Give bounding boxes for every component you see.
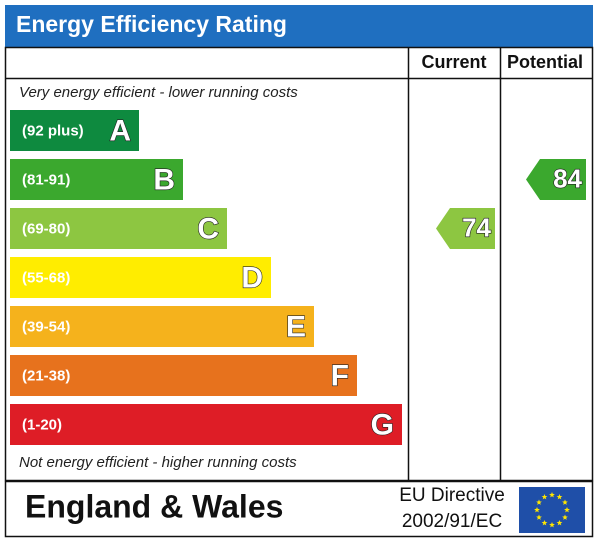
flag-star xyxy=(564,507,570,513)
column-header: Current xyxy=(421,52,486,72)
footer-region: England & Wales xyxy=(25,488,283,524)
body-frame xyxy=(4,46,594,482)
band-range: (1-20) xyxy=(22,416,62,433)
band-letter: G xyxy=(371,408,394,441)
band xyxy=(10,257,271,298)
flag-star xyxy=(562,499,568,505)
eu-stars xyxy=(534,492,570,528)
rating-value: 74 xyxy=(462,212,491,242)
flag-star xyxy=(541,494,548,500)
band-range: (92 plus) xyxy=(22,122,84,139)
band-range: (69-80) xyxy=(22,220,70,237)
band-letter: B xyxy=(153,163,175,196)
chart-title: Energy Efficiency Rating xyxy=(16,11,287,37)
band xyxy=(10,404,402,445)
flag-star xyxy=(549,522,555,528)
band-range: (21-38) xyxy=(22,367,70,384)
title-bar xyxy=(5,5,593,47)
band-range: (39-54) xyxy=(22,318,70,335)
band-letter: D xyxy=(241,261,263,294)
flag-star xyxy=(556,494,563,500)
rating-arrow xyxy=(526,159,586,200)
band-letter: F xyxy=(331,359,349,392)
flag-star xyxy=(562,514,568,520)
flag-star xyxy=(534,507,540,513)
flag-star xyxy=(549,492,555,498)
directive: 2002/91/EC xyxy=(402,511,502,532)
band xyxy=(10,159,183,200)
flag-star xyxy=(536,499,542,505)
band xyxy=(10,355,357,396)
flag-star xyxy=(536,514,542,520)
band xyxy=(10,110,139,151)
band xyxy=(10,208,227,249)
band-range: (81-91) xyxy=(22,171,70,188)
flag-star xyxy=(541,520,548,526)
band-range: (55-68) xyxy=(22,269,70,286)
flag-star xyxy=(556,520,563,526)
bottom-note: Not energy efficient - higher running co… xyxy=(19,454,297,471)
band-letter: C xyxy=(197,212,219,245)
directive: EU Directive xyxy=(399,485,505,506)
band xyxy=(10,306,314,347)
footer-frame xyxy=(4,480,594,538)
band-letter: E xyxy=(286,310,306,343)
column-header: Potential xyxy=(507,52,583,72)
band-letter: A xyxy=(109,114,131,147)
top-note: Very energy efficient - lower running co… xyxy=(19,84,298,101)
rating-arrow xyxy=(436,208,495,249)
rating-value: 84 xyxy=(553,163,582,193)
